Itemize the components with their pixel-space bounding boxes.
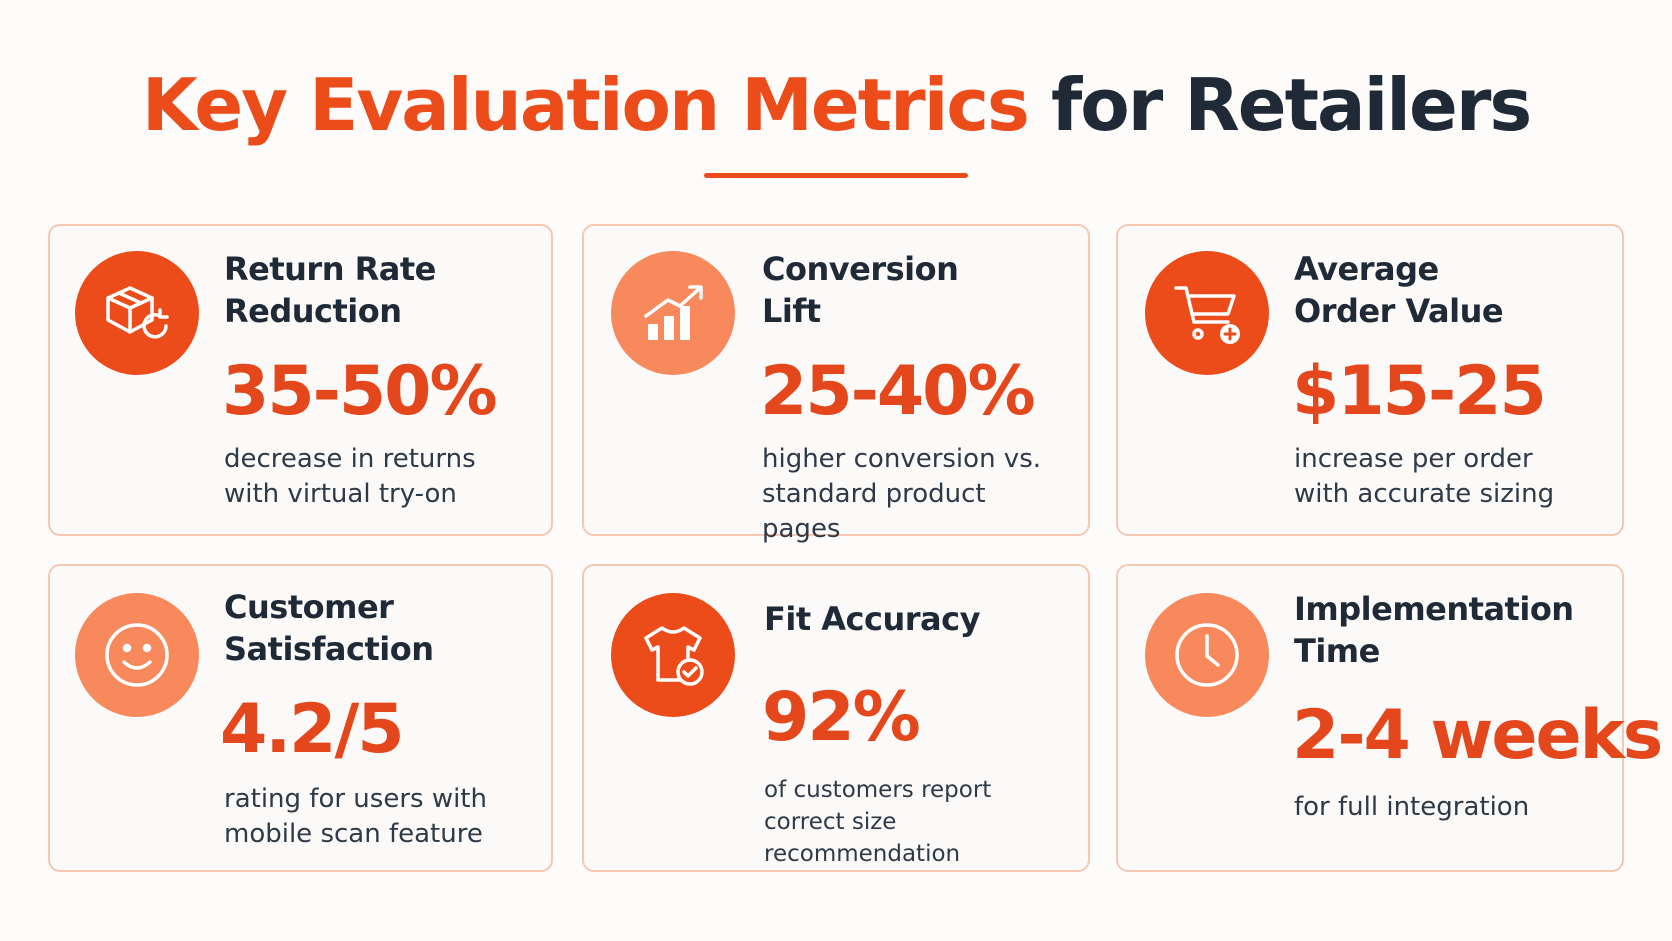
shirt-check-icon: [611, 593, 735, 717]
card-label: Return Rate Reduction: [224, 250, 436, 330]
box-return-icon: [75, 251, 199, 375]
card-label: Implementation Time: [1294, 590, 1574, 670]
title-underline: [704, 173, 968, 178]
card-value: 4.2/5: [220, 690, 405, 769]
metric-card-return-rate: Return Rate Reduction 35-50% decrease in…: [48, 224, 553, 536]
card-description: for full integration: [1294, 792, 1530, 822]
clock-icon: [1145, 593, 1269, 717]
card-label: Customer Satisfaction: [224, 588, 434, 668]
card-label: Fit Accuracy: [764, 600, 980, 638]
card-value: $15-25: [1292, 352, 1547, 431]
card-description: increase per order with accurate sizing: [1294, 444, 1555, 509]
card-value: 25-40%: [760, 352, 1036, 431]
metric-card-fit-accuracy: Fit Accuracy 92% of customers report cor…: [582, 564, 1090, 872]
card-value: 35-50%: [222, 352, 498, 431]
card-value: 92%: [762, 678, 921, 757]
metric-card-implementation-time: Implementation Time 2-4 weeks for full i…: [1116, 564, 1663, 872]
card-description: decrease in returns with virtual try-on: [224, 444, 476, 509]
metric-card-average-order-value: Average Order Value $15-25 increase per …: [1116, 224, 1624, 536]
title-rest: for Retailers: [1050, 63, 1532, 147]
cart-plus-icon: [1145, 251, 1269, 375]
smiley-icon: [75, 593, 199, 717]
card-value: 2-4 weeks: [1292, 696, 1663, 775]
bar-chart-up-icon: [611, 251, 735, 375]
card-description: of customers report correct size recomme…: [764, 777, 992, 867]
card-description: higher conversion vs. standard product p…: [762, 444, 1042, 544]
metric-card-customer-satisfaction: Customer Satisfaction 4.2/5 rating for u…: [48, 564, 553, 872]
metric-card-conversion-lift: Conversion Lift 25-40% higher conversion…: [582, 224, 1090, 544]
card-label: Conversion Lift: [762, 250, 959, 330]
page-title: Key Evaluation Metrics for Retailers: [0, 60, 1672, 150]
card-label: Average Order Value: [1294, 250, 1504, 330]
card-description: rating for users with mobile scan featur…: [224, 784, 487, 849]
title-accent: Key Evaluation Metrics: [141, 63, 1030, 147]
